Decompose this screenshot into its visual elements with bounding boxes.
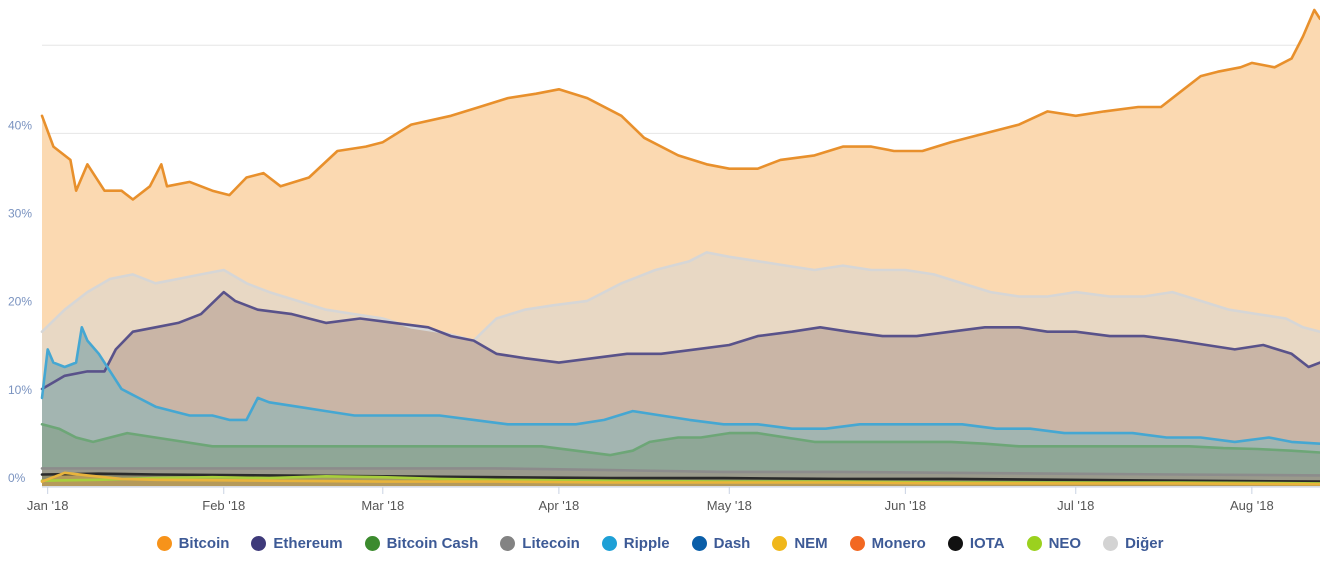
line-ethereum	[40, 290, 1320, 391]
legend-marker-icon	[849, 535, 865, 551]
legend-marker-icon	[251, 535, 267, 551]
legend-marker-icon	[1103, 535, 1119, 551]
legend-item-bitcoin-cash[interactable]: Bitcoin Cash	[364, 534, 479, 552]
legend-marker-icon	[156, 535, 172, 551]
legend-marker-icon	[500, 535, 516, 551]
legend-item-nem[interactable]: NEM	[772, 534, 828, 552]
x-tick-label: May '18	[707, 498, 752, 513]
legend-label: NEM	[794, 534, 828, 552]
legend-marker-icon	[364, 535, 380, 551]
line-dig-er	[40, 251, 1320, 342]
legend-label: Diğer	[1125, 534, 1164, 552]
legend-label: Dash	[713, 534, 751, 552]
legend-item-dig-er[interactable]: Diğer	[1103, 535, 1163, 552]
legend-marker-icon	[1026, 535, 1042, 551]
chart-legend: Bitcoin Ethereum Bitcoin Cash Litecoin Rippl…	[0, 528, 1320, 558]
legend-item-dash[interactable]: Dash	[691, 534, 751, 552]
x-tick-label: Jul '18	[1057, 498, 1094, 513]
legend-item-ripple[interactable]: Ripple	[601, 534, 670, 552]
legend-item-iota[interactable]: IOTA	[947, 534, 1005, 552]
legend-marker-icon	[947, 535, 963, 551]
line-bitcoin-cash	[40, 423, 1320, 457]
y-tick-label: 0%	[8, 471, 26, 485]
y-tick-label: 30%	[8, 207, 32, 221]
legend-label: IOTA	[969, 534, 1005, 552]
y-tick-label: 20%	[8, 295, 32, 309]
line-ripple	[40, 326, 1320, 445]
legend-item-litecoin[interactable]: Litecoin	[500, 535, 580, 552]
legend-marker-icon	[691, 535, 707, 551]
series-areas	[42, 10, 1320, 486]
series-lines	[40, 8, 1320, 486]
legend-label: Bitcoin Cash	[386, 534, 479, 552]
legend-label: Monero	[871, 534, 926, 552]
market-dominance-chart: 0% 10% 20% 30% 40% Jan '18 Feb '18 Mar '18 Apr '…	[8, 8, 1320, 513]
line-bitcoin	[40, 8, 1320, 201]
x-tick-label: Aug '18	[1230, 498, 1274, 513]
legend-item-monero[interactable]: Monero	[849, 534, 926, 552]
x-tick-label: Jun '18	[885, 498, 927, 513]
line-iota	[40, 472, 1320, 483]
legend-label: Ethereum	[273, 534, 343, 552]
x-tick-label: Mar '18	[361, 498, 404, 513]
line-litecoin	[40, 467, 1320, 477]
legend-label: NEO	[1048, 534, 1082, 552]
legend-marker-icon	[772, 535, 788, 551]
legend-marker-icon	[601, 535, 617, 551]
x-tick-label: Feb '18	[202, 498, 245, 513]
legend-label: Bitcoin	[178, 534, 230, 552]
y-tick-label: 40%	[8, 118, 32, 132]
axes: 0% 10% 20% 30% 40% Jan '18 Feb '18 Mar '18 Apr '…	[8, 118, 1320, 513]
line-nem	[40, 471, 1320, 486]
y-tick-label: 10%	[8, 383, 32, 397]
x-tick-label: Jan '18	[27, 498, 69, 513]
legend-label: Ripple	[623, 534, 670, 552]
legend-label: Litecoin	[522, 534, 580, 552]
legend-item-ethereum[interactable]: Ethereum	[251, 534, 343, 552]
x-tick-label: Apr '18	[538, 498, 579, 513]
legend-item-neo[interactable]: NEO	[1026, 534, 1082, 552]
legend-item-bitcoin[interactable]: Bitcoin	[156, 534, 230, 552]
